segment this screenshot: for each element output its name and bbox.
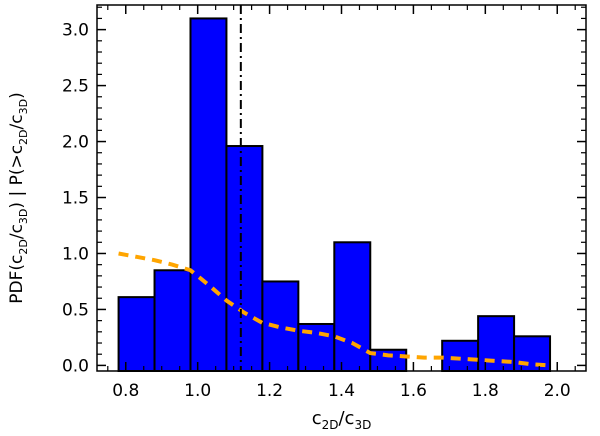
- histogram-bar-2: [189, 17, 228, 373]
- x-tick-label-0: 0.8: [112, 381, 139, 401]
- histogram-bar-0: [117, 296, 156, 373]
- x-axis-tick-labels: 0.8 1.0 1.2 1.4 1.6 1.8 2.0: [112, 381, 571, 401]
- cumulative-curve-layer: [118, 251, 551, 368]
- y-axis-ticks: [97, 6, 586, 367]
- histogram-bar-6: [333, 241, 372, 372]
- y-axis-tick-labels: 0.0 0.5 1.0 1.5 2.0 2.5 3.0: [62, 21, 89, 377]
- y-axis-title-part-7: 3D: [17, 99, 30, 114]
- y-tick-label-6: 3.0: [62, 21, 89, 41]
- y-axis-title-part-6: /c: [7, 114, 27, 129]
- cumulative-curve: [118, 251, 551, 368]
- y-tick-label-0: 0.0: [62, 356, 89, 376]
- x-axis-title-mid: /c: [338, 408, 354, 429]
- y-axis-title-part-8: ): [7, 92, 27, 99]
- x-tick-label-5: 1.8: [472, 381, 499, 401]
- histogram-bar-9: [441, 339, 480, 372]
- y-axis-title-part-1: 2D: [17, 239, 30, 254]
- x-tick-label-3: 1.4: [328, 381, 355, 401]
- x-axis-ticks: [107, 5, 576, 371]
- x-axis-title-sub1: 2D: [322, 418, 339, 432]
- y-axis-title-part-0: PDF(c: [7, 255, 27, 304]
- y-axis-title-part-2: /c: [7, 224, 27, 239]
- x-tick-label-2: 1.2: [256, 381, 283, 401]
- y-axis-title-part-5: 2D: [17, 129, 30, 144]
- x-tick-label-6: 2.0: [544, 381, 571, 401]
- y-tick-label-2: 1.0: [62, 244, 89, 264]
- x-axis-title-base: c: [312, 408, 322, 429]
- y-axis-title-part-4: ) | P(>c: [7, 145, 27, 209]
- y-tick-label-1: 0.5: [62, 300, 89, 320]
- y-tick-label-4: 2.0: [62, 133, 89, 153]
- histogram-bar-1: [153, 269, 192, 372]
- histogram-bar-3: [225, 145, 264, 372]
- x-axis-title: c2D/c3D: [312, 408, 372, 432]
- y-axis-title-part-3: 3D: [17, 209, 30, 224]
- histogram-bars: [117, 17, 552, 373]
- y-tick-label-3: 1.5: [62, 189, 89, 209]
- histogram-bar-4: [261, 280, 300, 372]
- x-axis-title-sub2: 3D: [354, 418, 371, 432]
- y-tick-label-5: 2.5: [62, 77, 89, 97]
- x-tick-label-1: 1.0: [184, 381, 211, 401]
- y-axis-title: PDF(c2D/c3D) | P(>c2D/c3D): [7, 92, 30, 303]
- x-tick-label-4: 1.6: [400, 381, 427, 401]
